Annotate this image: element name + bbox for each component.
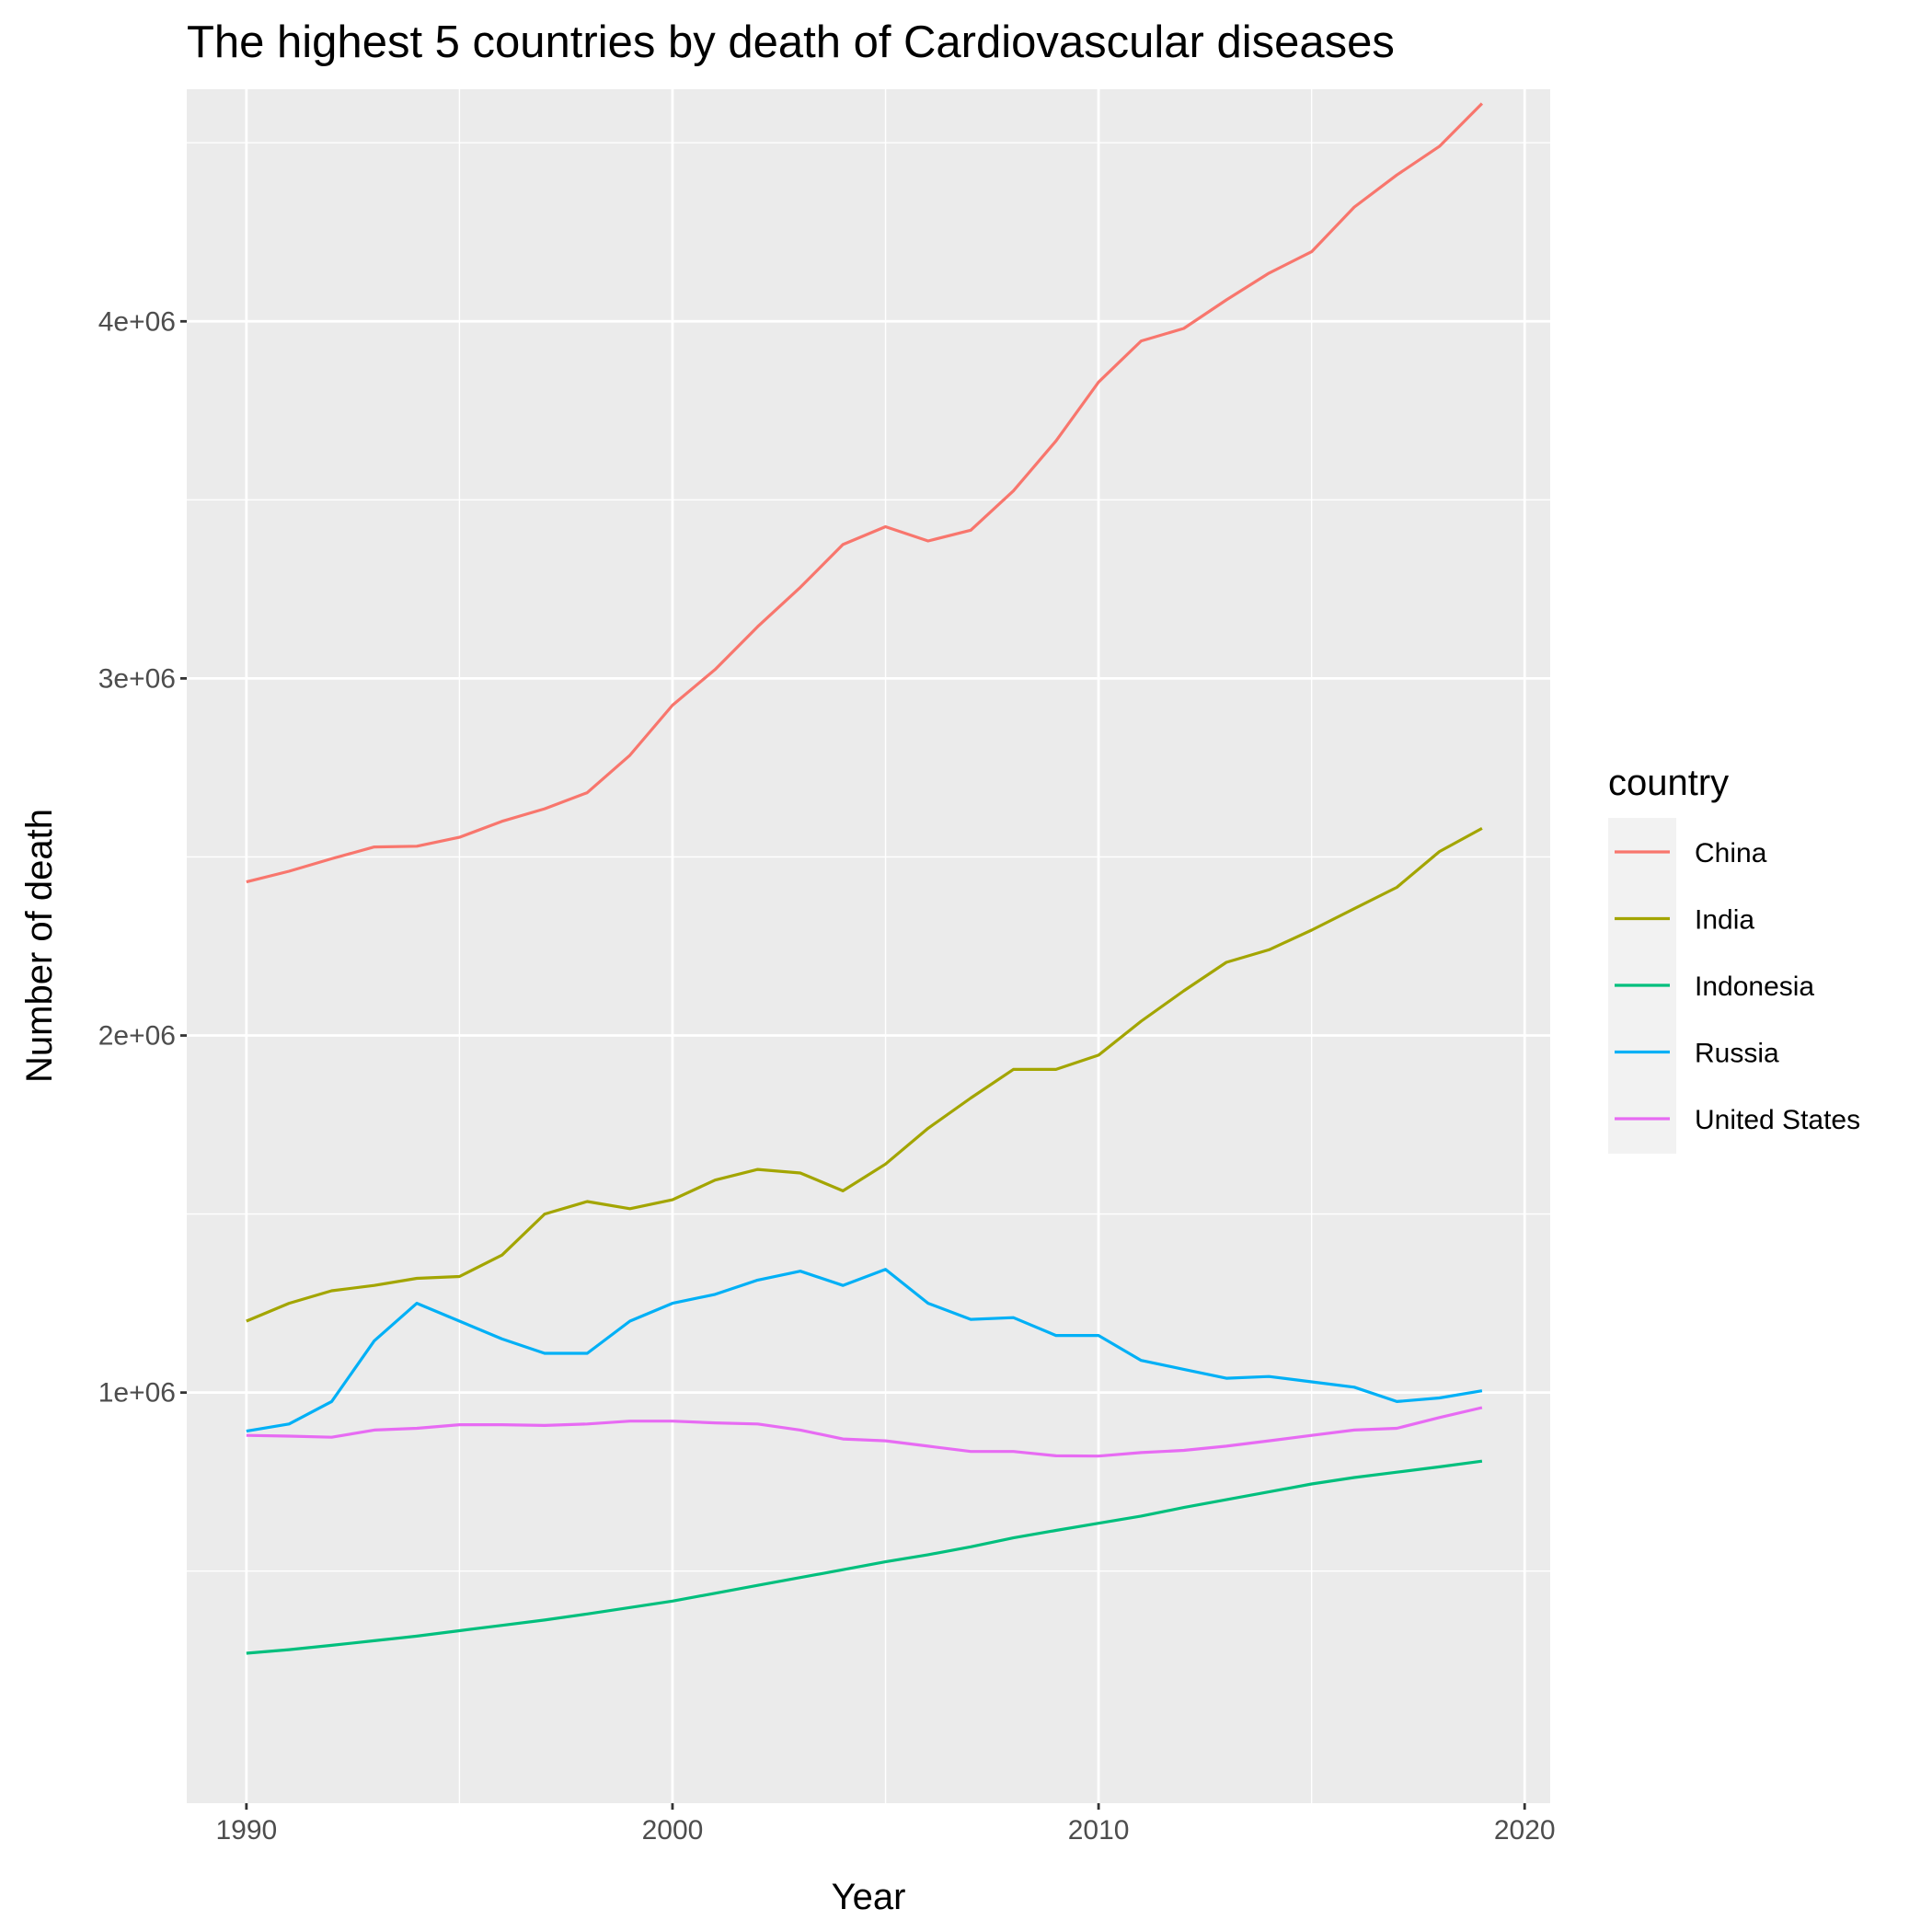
series-line-russia <box>246 1268 1483 1433</box>
series-line-china <box>246 102 1484 884</box>
x-axis: 1990 2000 2010 2020 <box>215 1803 1556 1846</box>
series-line-india <box>246 826 1483 1323</box>
minor-gridlines <box>187 89 1550 1803</box>
legend-items: China India Indonesia Russia United States <box>1615 838 1860 1135</box>
series-line-united-states <box>246 1406 1483 1458</box>
legend: country China India Indonesia Russia United … <box>1608 763 1860 1154</box>
plot-panel <box>187 89 1550 1803</box>
series-line-indonesia <box>246 1459 1483 1655</box>
x-tick-label: 2010 <box>1068 1815 1130 1846</box>
x-tick-label: 1990 <box>215 1815 277 1846</box>
major-gridlines <box>187 89 1550 1803</box>
legend-label: Indonesia <box>1695 972 1814 1002</box>
x-tick-label: 2000 <box>642 1815 704 1846</box>
legend-label: Russia <box>1695 1039 1779 1069</box>
y-axis-title: Number of death <box>19 809 60 1083</box>
x-axis-title: Year <box>832 1877 906 1917</box>
y-tick-label: 3e+06 <box>98 663 176 694</box>
legend-label: India <box>1695 905 1754 936</box>
series-lines <box>246 102 1484 1655</box>
x-tick-label: 2020 <box>1494 1815 1556 1846</box>
y-tick-label: 1e+06 <box>98 1378 176 1409</box>
legend-label: United States <box>1695 1105 1860 1135</box>
y-tick-label: 4e+06 <box>98 306 176 337</box>
chart-title: The highest 5 countries by death of Card… <box>187 17 1395 67</box>
legend-label: China <box>1695 838 1767 868</box>
y-axis: 1e+06 2e+06 3e+06 4e+06 <box>98 306 187 1409</box>
legend-title: country <box>1608 763 1729 803</box>
y-tick-label: 2e+06 <box>98 1021 176 1052</box>
